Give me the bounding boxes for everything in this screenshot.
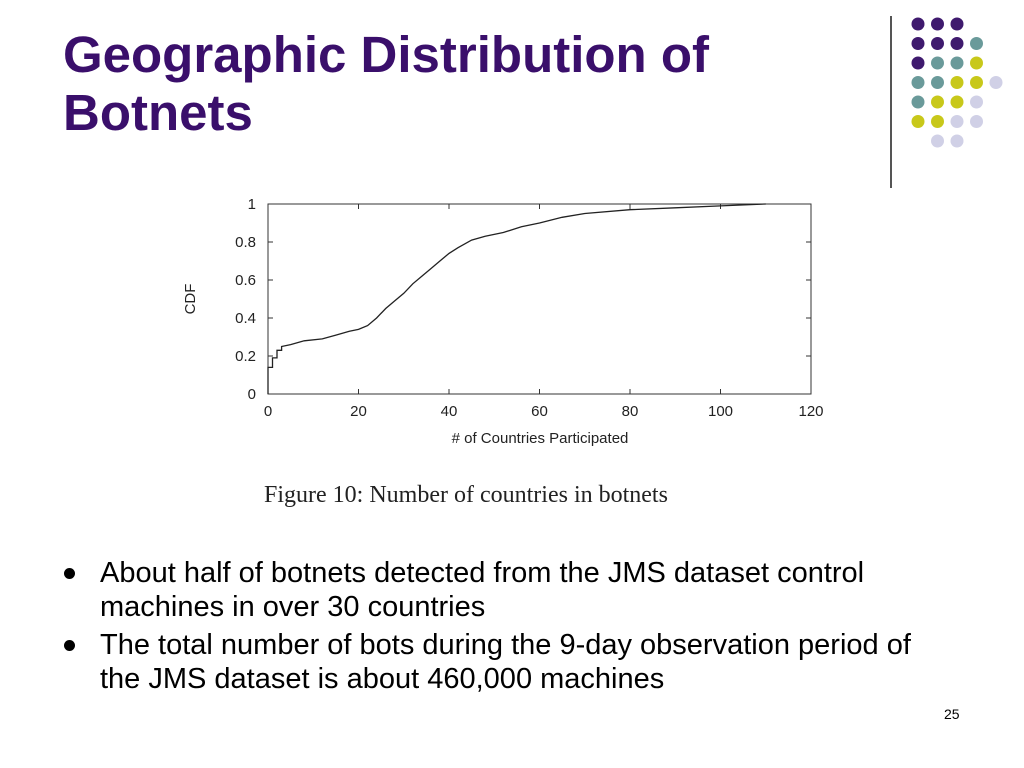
bullet-dot-icon bbox=[64, 640, 75, 651]
x-tick-label: 40 bbox=[441, 403, 458, 420]
decorative-dot bbox=[911, 56, 925, 70]
decorative-dot-grid bbox=[911, 17, 1003, 148]
x-tick-label: 80 bbox=[622, 403, 639, 420]
bullet-text: The total number of bots during the 9-da… bbox=[100, 629, 911, 695]
decorative-dot bbox=[911, 115, 925, 128]
slide-title-line1: Geographic Distribution of bbox=[63, 26, 709, 83]
cdf-chart-svg: 0 20 40 60 80 100 120 0 0.2 0.4 0.6 0.8 1 # of Coun… bbox=[182, 196, 824, 447]
y-axis-label: CDF bbox=[182, 284, 199, 315]
cdf-chart: 0 20 40 60 80 100 120 0 0.2 0.4 0.6 0.8 1 # of Coun… bbox=[170, 188, 850, 458]
y-tick-label: 0.4 bbox=[235, 310, 256, 327]
figure-caption: Figure 10: Number of countries in botnet… bbox=[264, 482, 668, 508]
decorative-dot bbox=[931, 115, 944, 128]
page-number: 25 bbox=[944, 706, 960, 722]
decorative-dot bbox=[911, 76, 925, 89]
decorative-dot bbox=[950, 37, 964, 50]
decorative-dot bbox=[950, 76, 964, 89]
decorative-dot bbox=[911, 17, 925, 31]
decorative-dot bbox=[931, 95, 944, 109]
decorative-dot bbox=[931, 37, 944, 50]
decorative-dot bbox=[970, 37, 983, 50]
plot-frame bbox=[267, 203, 812, 395]
y-tick-label: 0 bbox=[248, 386, 256, 403]
x-axis-label: # of Countries Participated bbox=[452, 430, 629, 447]
decorative-dot bbox=[911, 37, 925, 50]
decorative-dot bbox=[931, 56, 944, 70]
decorative-dot bbox=[931, 134, 944, 148]
x-tick-label: 100 bbox=[708, 403, 733, 420]
x-tick-label: 20 bbox=[350, 403, 367, 420]
x-tick-label: 0 bbox=[264, 403, 272, 420]
y-tick-label: 0.6 bbox=[235, 272, 256, 289]
bullet-list: About half of botnets detected from the … bbox=[62, 556, 942, 700]
y-tick-label: 0.8 bbox=[235, 234, 256, 251]
bullet-item: About half of botnets detected from the … bbox=[62, 556, 942, 624]
decorative-dot bbox=[950, 134, 964, 148]
decorative-dot bbox=[950, 95, 964, 109]
decorative-dot bbox=[970, 76, 983, 89]
decorative-dot bbox=[950, 115, 964, 128]
x-tick-label: 120 bbox=[798, 403, 823, 420]
decorative-dot bbox=[970, 95, 983, 109]
decorative-dot bbox=[931, 17, 944, 31]
bullet-dot-icon bbox=[64, 568, 75, 579]
decorative-dot bbox=[911, 95, 925, 109]
bullet-item: The total number of bots during the 9-da… bbox=[62, 628, 942, 696]
decorative-dot bbox=[970, 56, 983, 70]
y-tick-label: 0.2 bbox=[235, 348, 256, 365]
x-tick-label: 60 bbox=[531, 403, 548, 420]
decorative-dot bbox=[931, 76, 944, 89]
decorative-divider-line bbox=[890, 16, 892, 188]
cdf-series-line bbox=[267, 203, 766, 394]
decorative-dot bbox=[950, 56, 964, 70]
bullet-text: About half of botnets detected from the … bbox=[100, 557, 865, 623]
decorative-dot bbox=[950, 17, 964, 31]
decorative-dot bbox=[970, 115, 983, 128]
slide-title: Geographic Distribution of Botnets bbox=[63, 26, 863, 142]
slide-title-line2: Botnets bbox=[63, 84, 253, 141]
y-tick-label: 1 bbox=[248, 196, 256, 213]
decorative-dot bbox=[989, 76, 1003, 89]
